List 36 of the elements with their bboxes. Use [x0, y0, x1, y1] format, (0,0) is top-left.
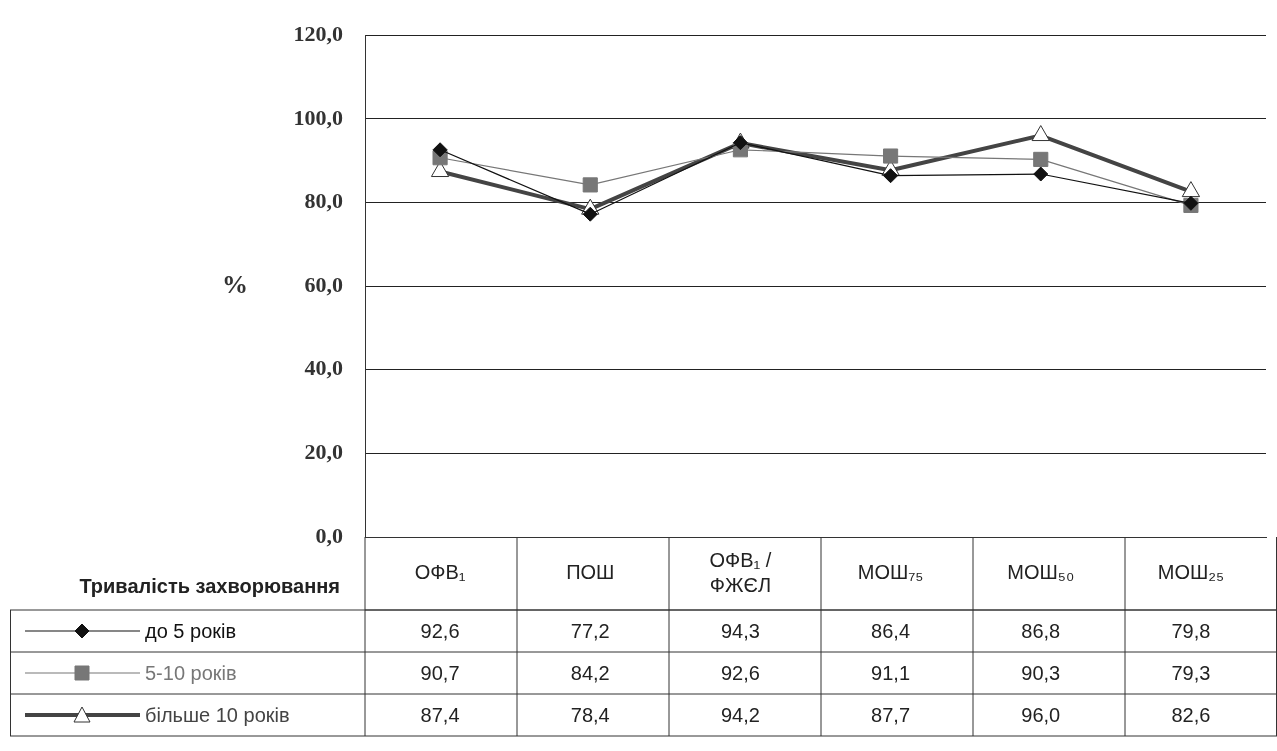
legend-title: Тривалість захворювання	[79, 575, 340, 598]
y-axis-title: %	[222, 269, 248, 299]
data-label: 92,6	[420, 619, 460, 642]
y-tick-label: 40,0	[304, 355, 343, 381]
data-label: 82,6	[1171, 703, 1211, 726]
data-label: 84,2	[570, 661, 610, 684]
y-tick-label: 120,0	[293, 20, 343, 46]
text: до 5 років	[145, 619, 237, 642]
data-label: 87,7	[871, 703, 911, 726]
data-label: 91,1	[871, 661, 911, 684]
y-tick-label: 80,0	[304, 188, 343, 214]
text: більше 10 років	[145, 703, 290, 726]
data-label: 96,0	[1021, 703, 1061, 726]
data-label: 87,4	[420, 703, 460, 726]
data-label: 90,7	[420, 661, 460, 684]
data-label: 77,2	[570, 619, 610, 642]
y-tick-label: 20,0	[304, 439, 343, 465]
x-tick-label: МОШ₂₅	[1157, 561, 1225, 584]
y-tick-label: 60,0	[304, 271, 343, 297]
data-label: 86,8	[1021, 619, 1061, 642]
y-tick-label: 100,0	[293, 104, 343, 130]
y-tick-label: 0,0	[315, 522, 343, 548]
data-label: 94,3	[720, 619, 760, 642]
data-label: 86,4	[871, 619, 911, 642]
text: 5-10 років	[145, 661, 237, 684]
x-tick-label: ПОШ	[566, 561, 615, 584]
data-label: 79,8	[1171, 619, 1211, 642]
data-label: 94,2	[720, 703, 760, 726]
data-label: 92,6	[720, 661, 760, 684]
x-tick-label: ОФВ₁ / ФЖЄЛ	[709, 549, 772, 597]
data-label: 90,3	[1021, 661, 1061, 684]
x-tick-label: ОФВ₁	[414, 561, 466, 584]
data-label: 78,4	[570, 703, 610, 726]
x-tick-label: МОШ₅₀	[1007, 561, 1075, 584]
data-label: 79,3	[1171, 661, 1211, 684]
x-tick-label: МОШ₇₅	[857, 561, 924, 584]
